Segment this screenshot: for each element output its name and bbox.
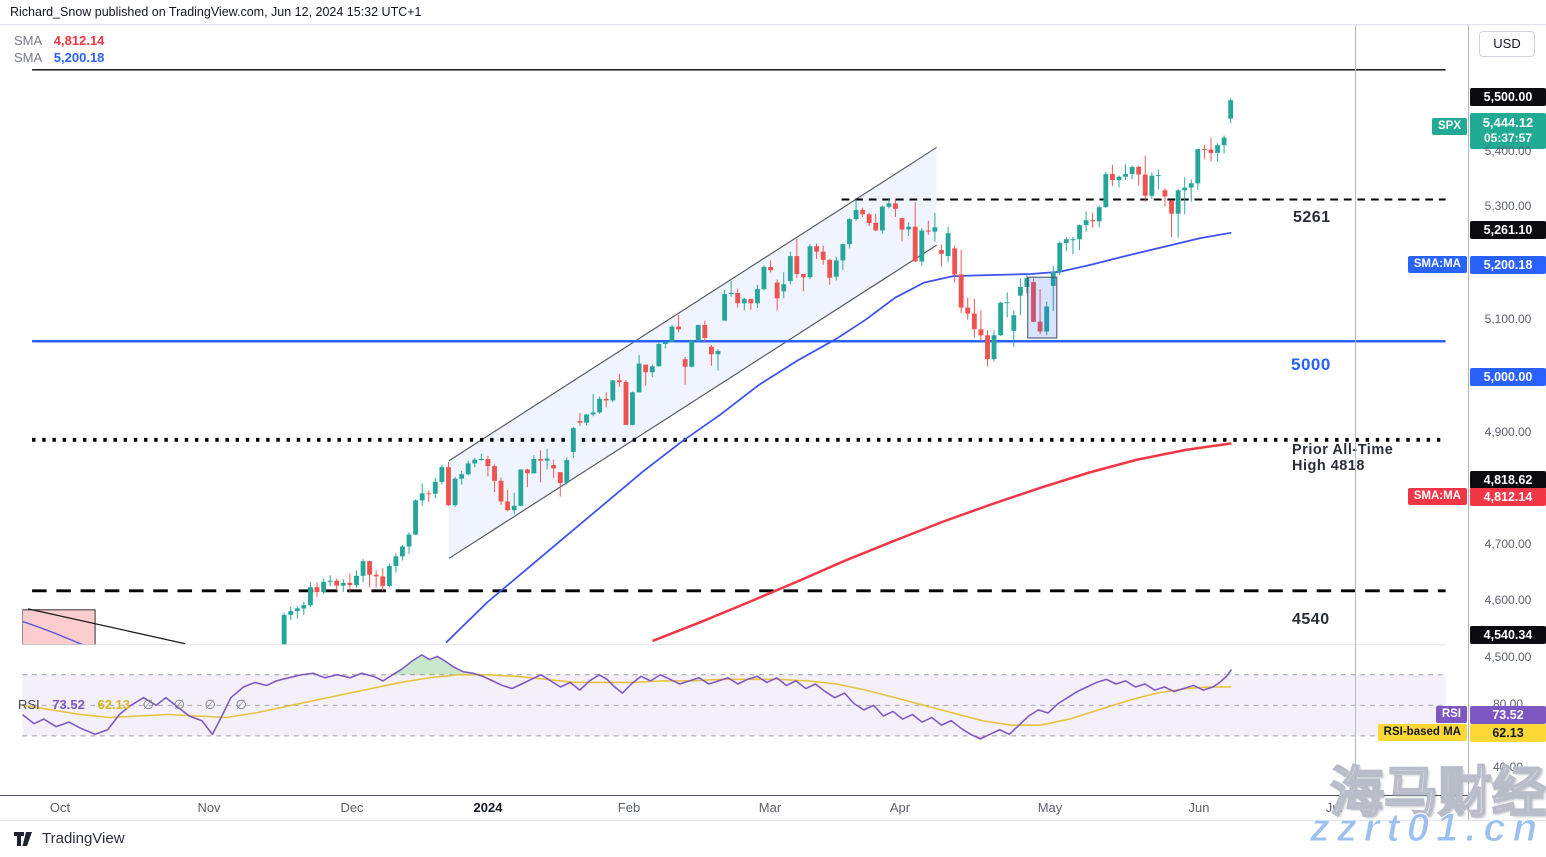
price-axis-label: 4,900.00 [1484,425,1532,439]
price-axis-badge: 4,818.62 [1470,471,1546,489]
time-axis-label-mar: Mar [758,800,782,815]
sma-200-line [652,442,1232,643]
footer: TradingView [0,820,1546,857]
sma-label: SMA [14,50,43,65]
price-axis-badge: 4,540.34 [1470,626,1546,644]
publish-title: Richard_Snow published on TradingView.co… [10,5,422,19]
indicator-chip-rsi-based-ma: RSI-based MA [1377,724,1467,741]
chart-canvas[interactable] [0,0,1468,795]
tradingview-logo-icon [14,832,32,846]
price-axis-badge: 5,261.10 [1470,221,1546,239]
rsi-overbought-fill [301,654,1232,675]
sma-50-value: 5,200.18 [53,50,105,65]
indicator-chip-rsi: RSI [1435,706,1467,723]
indicator-chip-sma-ma: SMA:MA [1407,488,1467,505]
price-axis-label: 4,500.00 [1484,650,1532,664]
time-axis-label-jul: Jul [1325,800,1343,815]
clipped-channel-fragment [22,608,186,645]
price-axis-label: 5,400.00 [1484,144,1532,158]
sma-50-line [445,231,1232,644]
watermark-chinese: 海马财经 [1329,762,1546,824]
price-axis-label: 5,100.00 [1484,312,1532,326]
watermark-url: zzrt01.cn [1309,806,1544,851]
time-axis-label-jun: Jun [1188,800,1210,815]
indicator-legend[interactable]: SMA 4,812.14 SMA 5,200.18 [14,32,104,66]
price-axis[interactable]: USD 5,444.12 05:37:57 5,400.00 5,300.00 5,… [1468,25,1546,820]
price-axis-label: 40.00 [1492,760,1524,774]
price-axis-badge: 62.13 [1470,724,1546,742]
time-axis-label-2024: 2024 [473,800,503,815]
time-axis-label-may: May [1037,800,1063,815]
time-axis-label-apr: Apr [889,800,911,815]
time-axis[interactable]: Oct Nov Dec 2024 Feb Mar Apr May Jun Jul [0,795,1468,820]
price-axis-badge: 5,200.18 [1470,256,1546,274]
candles-layer [281,98,1234,645]
rsi-empty-values: ∅ ∅ ∅ ∅ [142,697,255,712]
level-label-prior-ath[interactable]: Prior All-Time High 4818 [1292,442,1394,474]
indicator-chip-spx: SPX [1431,118,1467,135]
rsi-oversold-fill [973,735,987,739]
trend-channel [448,146,937,559]
highlight-box [1027,276,1058,339]
price-axis-badge: 73.52 [1470,706,1546,724]
sma-50-legend-row[interactable]: SMA 5,200.18 [14,49,104,66]
price-axis-label: 4,700.00 [1484,537,1532,551]
level-label-5000[interactable]: 5000 [1291,355,1331,374]
spx-countdown: 05:37:57 [1483,131,1533,145]
price-axis-badge: 5,000.00 [1470,368,1546,386]
rsi-label: RSI [18,697,40,712]
rsi-ma-value: 62.13 [97,697,131,712]
time-axis-label-oct: Oct [49,800,71,815]
price-axis-label: 5,300.00 [1484,199,1532,213]
rsi-legend[interactable]: RSI 73.52 62.13 ∅ ∅ ∅ ∅ [18,697,264,713]
sma-200-legend-row[interactable]: SMA 4,812.14 [14,32,104,49]
price-axis-badge: 4,812.14 [1470,488,1546,506]
time-axis-label-dec: Dec [340,800,364,815]
rsi-value: 73.52 [52,697,85,712]
level-label-5261[interactable]: 5261 [1293,209,1331,226]
sma-label: SMA [14,33,43,48]
indicator-chip-sma-ma: SMA:MA [1407,256,1467,273]
sma-200-value: 4,812.14 [53,33,105,48]
spx-last-price: 5,444.12 [1482,115,1534,130]
future-divider-line [1355,25,1356,817]
tradingview-brand-text: TradingView [42,830,125,847]
currency-button[interactable]: USD [1479,31,1535,57]
tradingview-brand[interactable]: TradingView [14,830,125,847]
level-label-4540[interactable]: 4540 [1292,611,1330,628]
time-axis-label-nov: Nov [197,800,221,815]
time-axis-label-feb: Feb [617,800,641,815]
price-axis-label: 4,600.00 [1484,593,1532,607]
publish-header: Richard_Snow published on TradingView.co… [0,0,1546,25]
price-axis-badge: 5,500.00 [1470,88,1546,106]
spx-last-price-box: 5,444.12 05:37:57 [1470,113,1546,149]
